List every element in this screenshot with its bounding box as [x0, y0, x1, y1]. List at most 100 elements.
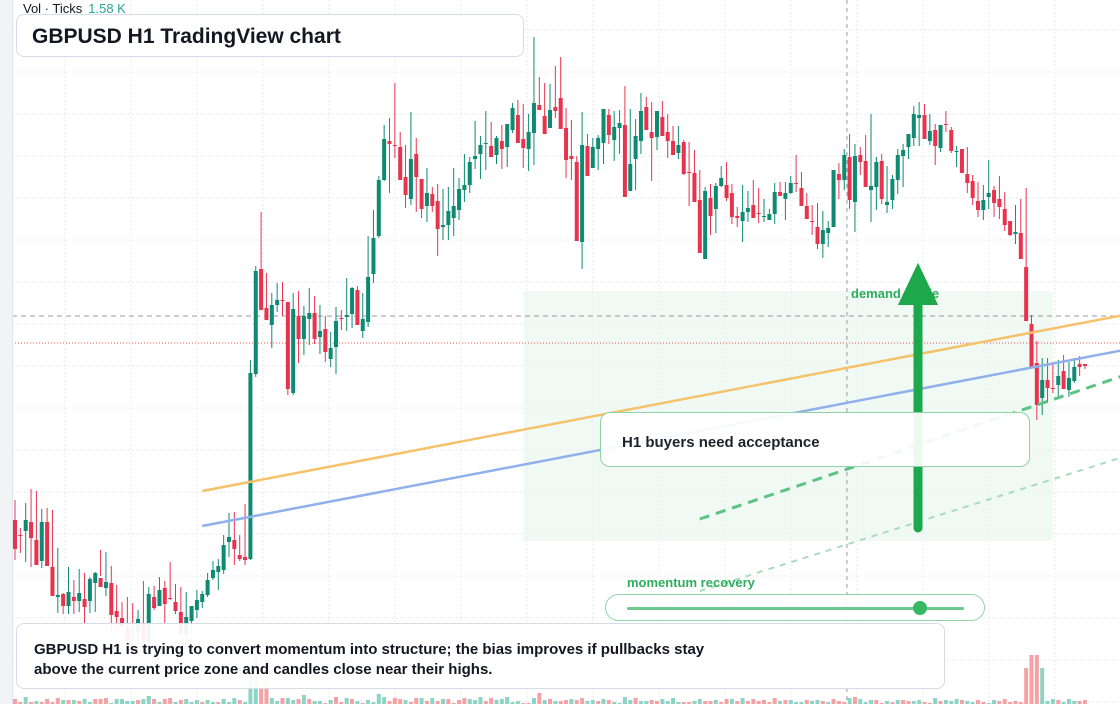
- candle: [895, 149, 900, 194]
- candle: [959, 149, 964, 173]
- candle-body: [1040, 380, 1045, 398]
- volume-bar: [120, 699, 124, 704]
- candle-body: [66, 592, 71, 606]
- candle: [473, 121, 478, 169]
- candle: [34, 491, 39, 565]
- candle-body: [531, 103, 536, 133]
- volume-bar: [655, 701, 659, 704]
- candle-body: [157, 590, 162, 606]
- candle-body: [103, 582, 108, 588]
- candle-body: [259, 269, 264, 310]
- candle-body: [34, 540, 39, 565]
- candle-body: [328, 348, 333, 359]
- volume-bar: [735, 701, 740, 704]
- candle-body: [783, 193, 788, 199]
- volume-bar: [596, 701, 601, 704]
- volume-bar: [376, 694, 381, 704]
- volume-bar: [906, 701, 911, 704]
- volume-bar: [291, 700, 296, 704]
- candle-body: [334, 321, 338, 347]
- volume-bar: [1083, 700, 1087, 704]
- candle-body: [612, 127, 617, 140]
- candle-body: [189, 606, 194, 621]
- volume-bars: [13, 645, 1087, 704]
- volume-bar: [949, 701, 954, 704]
- candle-body: [1050, 388, 1055, 389]
- volume-bar: [441, 699, 445, 704]
- candle: [804, 193, 809, 219]
- volume-bar: [671, 698, 676, 704]
- volume-bar: [665, 701, 670, 704]
- candle-body: [1008, 221, 1013, 235]
- volume-bar: [371, 702, 376, 704]
- candle: [842, 149, 847, 190]
- candle-body: [478, 145, 483, 154]
- candle: [280, 282, 285, 316]
- candle-body: [794, 183, 799, 184]
- volume-bar: [992, 700, 997, 704]
- candle: [66, 567, 71, 614]
- candle: [713, 183, 718, 233]
- candle-body: [376, 180, 381, 236]
- candle: [98, 550, 103, 587]
- candle-body: [981, 200, 986, 210]
- candle: [168, 562, 173, 600]
- candle: [419, 179, 424, 218]
- candle-body: [301, 316, 306, 339]
- volume-bar: [168, 698, 173, 704]
- momentum-slider[interactable]: [605, 594, 985, 621]
- volume-bar: [125, 701, 130, 704]
- momentum-slider-thumb[interactable]: [913, 601, 928, 615]
- candle-body: [227, 537, 231, 542]
- volume-bar: [976, 700, 980, 704]
- candle-body: [387, 141, 392, 144]
- candle: [997, 176, 1002, 219]
- candle: [360, 293, 365, 338]
- candle-body: [18, 535, 23, 536]
- volume-bar: [34, 701, 39, 704]
- volume-bar: [729, 699, 734, 704]
- candle: [489, 122, 494, 157]
- volume-bar: [39, 702, 44, 704]
- candle: [173, 584, 178, 614]
- candle: [216, 559, 221, 590]
- candle-body: [232, 540, 237, 549]
- volume-bar: [55, 698, 60, 704]
- volume-bar: [18, 702, 23, 704]
- momentum-label: momentum recovery: [627, 575, 755, 590]
- candle-body: [13, 520, 17, 549]
- candle: [77, 569, 82, 612]
- candle-body: [724, 185, 729, 198]
- candle-body: [210, 570, 215, 578]
- volume-bar: [815, 700, 820, 704]
- candle: [992, 186, 997, 217]
- volume-bar: [424, 701, 429, 704]
- volume-bar: [462, 698, 467, 704]
- candle: [949, 127, 954, 153]
- candle-body: [778, 192, 783, 196]
- candle-body: [1056, 376, 1061, 385]
- volume-bar: [836, 701, 841, 704]
- volume-bar: [317, 701, 322, 704]
- candle-body: [392, 145, 397, 146]
- candle-body: [762, 216, 766, 217]
- candle: [938, 125, 943, 152]
- candle: [285, 302, 290, 395]
- candle-body: [719, 178, 724, 186]
- candle-body: [633, 136, 638, 159]
- volume-bar: [275, 701, 280, 704]
- candle: [564, 108, 569, 178]
- candle-body: [194, 600, 199, 610]
- candle-body: [665, 132, 670, 141]
- candle-body: [537, 105, 542, 110]
- candle-body: [553, 107, 558, 111]
- volume-bar: [628, 700, 633, 704]
- candle: [751, 180, 756, 218]
- candle: [836, 163, 841, 199]
- candle: [350, 287, 355, 328]
- volume-bar: [997, 701, 1002, 704]
- candle-body: [446, 211, 451, 225]
- volume-bar: [13, 699, 17, 704]
- candle: [622, 86, 627, 197]
- volume-bar: [483, 701, 488, 704]
